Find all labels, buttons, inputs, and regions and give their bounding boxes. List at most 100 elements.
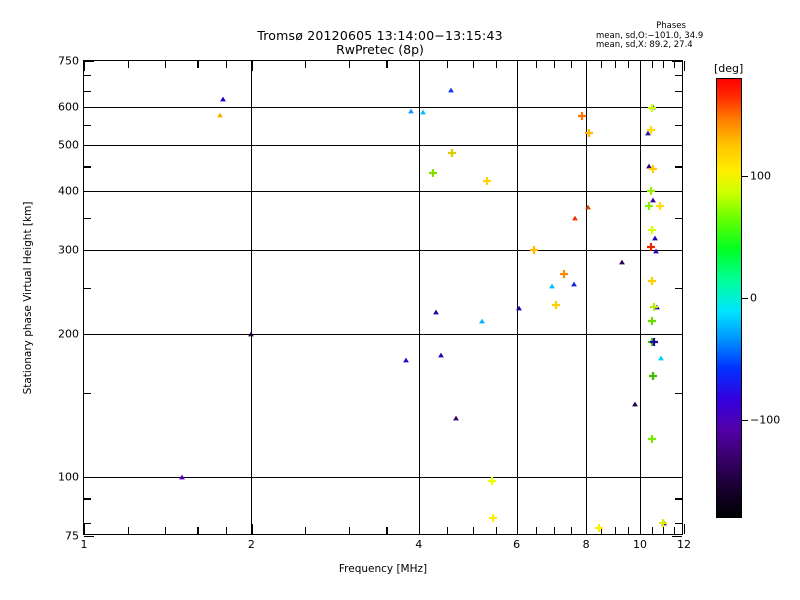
data-point-o-mode bbox=[654, 304, 661, 310]
data-point-o-mode bbox=[632, 401, 639, 407]
gridline-vertical bbox=[251, 61, 253, 534]
colorbar-tick-label: −100 bbox=[750, 413, 781, 427]
x-axis-tick-minor bbox=[662, 61, 665, 68]
data-point-x-mode bbox=[647, 226, 656, 235]
x-axis-tick-minor bbox=[447, 527, 449, 534]
x-axis-tick-minor bbox=[651, 527, 653, 534]
y-axis-tick-minor bbox=[675, 166, 682, 168]
data-point-x-mode bbox=[645, 201, 654, 210]
x-axis-tick-minor bbox=[535, 61, 538, 68]
x-axis-tick-minor bbox=[553, 61, 556, 68]
data-point-x-mode bbox=[655, 201, 664, 210]
data-point-o-mode bbox=[657, 355, 664, 361]
x-axis-tick-minor bbox=[570, 527, 572, 534]
x-axis-title: Frequency [MHz] bbox=[338, 563, 428, 575]
y-axis-tick-label: 300 bbox=[58, 243, 79, 257]
gridline-horizontal bbox=[84, 107, 682, 109]
page-subtitle: RwPretec (8p) bbox=[336, 42, 424, 57]
x-axis-tick-minor bbox=[225, 61, 228, 68]
x-axis-tick-minor bbox=[165, 527, 167, 534]
x-axis-tick-minor bbox=[627, 61, 629, 68]
data-point-o-mode bbox=[403, 357, 410, 363]
x-axis-tick-minor bbox=[570, 61, 572, 68]
x-axis-tick-major bbox=[418, 524, 420, 534]
x-axis-tick-minor bbox=[128, 61, 130, 68]
y-axis-tick-major bbox=[84, 250, 94, 252]
y-axis-tick-minor bbox=[84, 522, 91, 524]
y-axis-tick-minor bbox=[84, 166, 91, 168]
x-axis-tick-label: 10 bbox=[632, 538, 647, 551]
x-axis-tick-minor bbox=[614, 527, 616, 534]
gridline-horizontal bbox=[84, 250, 682, 252]
y-axis-tick-minor bbox=[84, 218, 91, 220]
x-axis-tick-minor bbox=[472, 527, 474, 534]
x-axis-tick-minor bbox=[673, 61, 675, 68]
y-axis-tick-major bbox=[672, 144, 682, 146]
y-axis-tick-label: 400 bbox=[58, 184, 79, 198]
data-point-x-mode bbox=[647, 316, 656, 325]
x-axis-tick-minor bbox=[447, 61, 449, 68]
y-axis-tick-major bbox=[84, 536, 94, 538]
data-point-o-mode bbox=[549, 283, 556, 289]
y-axis-tick-minor bbox=[84, 90, 91, 92]
x-axis-tick-minor bbox=[662, 527, 665, 534]
x-axis-tick-major bbox=[639, 61, 642, 71]
data-point-x-mode bbox=[648, 164, 657, 173]
y-axis-tick-major bbox=[84, 107, 94, 109]
y-axis-tick-minor bbox=[675, 498, 682, 500]
data-point-o-mode bbox=[220, 96, 227, 102]
data-point-x-mode bbox=[648, 338, 657, 347]
phase-stats-heading: Phases bbox=[656, 21, 686, 31]
x-axis-tick-major bbox=[251, 61, 253, 71]
colorbar-tick bbox=[742, 175, 748, 177]
x-axis-tick-major bbox=[516, 61, 518, 71]
colorbar-tick-label: 0 bbox=[750, 291, 757, 305]
gridline-vertical bbox=[418, 61, 420, 534]
x-axis-tick-minor bbox=[305, 61, 307, 68]
y-axis-tick-label: 500 bbox=[58, 138, 79, 152]
x-axis-tick-major bbox=[251, 524, 253, 534]
colorbar-unit-label: [deg] bbox=[714, 62, 744, 75]
gridline-horizontal bbox=[84, 333, 682, 335]
x-axis-tick-minor bbox=[673, 527, 675, 534]
x-axis-tick-minor bbox=[128, 527, 130, 534]
y-axis-tick-major bbox=[672, 61, 682, 63]
x-axis-tick-major bbox=[639, 524, 642, 534]
data-point-x-mode bbox=[650, 302, 659, 311]
x-axis-tick-minor bbox=[349, 61, 351, 68]
y-axis-tick-major bbox=[672, 107, 682, 109]
y-axis-tick-minor bbox=[675, 124, 682, 127]
y-axis-tick-minor bbox=[84, 287, 91, 289]
data-point-o-mode bbox=[661, 520, 668, 526]
x-axis-tick-major bbox=[516, 524, 518, 534]
data-point-o-mode bbox=[645, 130, 652, 136]
data-point-o-mode bbox=[479, 318, 486, 324]
y-axis-tick-major bbox=[672, 476, 682, 478]
data-point-o-mode bbox=[419, 109, 426, 115]
phase-stats-block: Phases mean, sd,O:−101.0, 34.9 mean, sd,… bbox=[596, 21, 746, 51]
gridline-vertical bbox=[639, 61, 641, 534]
colorbar: 100 0 −100 bbox=[716, 78, 780, 518]
x-axis-tick-minor bbox=[614, 61, 616, 68]
y-axis-tick-major bbox=[672, 190, 682, 192]
x-axis-tick-major bbox=[684, 524, 686, 534]
colorbar-tick-label: 100 bbox=[750, 169, 771, 183]
data-point-x-mode bbox=[559, 270, 568, 279]
phase-stats-x-mode: mean, sd,X: 89.2, 27.4 bbox=[596, 40, 693, 50]
x-axis-tick-label: 4 bbox=[415, 538, 423, 551]
y-axis-tick-major bbox=[84, 476, 94, 478]
data-point-x-mode bbox=[577, 111, 586, 120]
y-axis-tick-label: 750 bbox=[58, 54, 79, 68]
data-point-x-mode bbox=[595, 523, 604, 532]
gridline-vertical bbox=[586, 61, 588, 534]
y-axis-tick-minor bbox=[675, 218, 682, 220]
data-point-o-mode bbox=[619, 259, 626, 265]
y-axis-tick-major bbox=[84, 333, 94, 335]
y-axis-tick-minor bbox=[84, 498, 91, 500]
colorbar-gradient bbox=[716, 78, 742, 518]
data-point-x-mode bbox=[648, 371, 657, 380]
data-point-x-mode bbox=[429, 168, 438, 177]
x-axis-tick-minor bbox=[386, 527, 388, 534]
x-axis-tick-label: 6 bbox=[513, 538, 521, 551]
x-axis-tick-major bbox=[84, 524, 86, 534]
